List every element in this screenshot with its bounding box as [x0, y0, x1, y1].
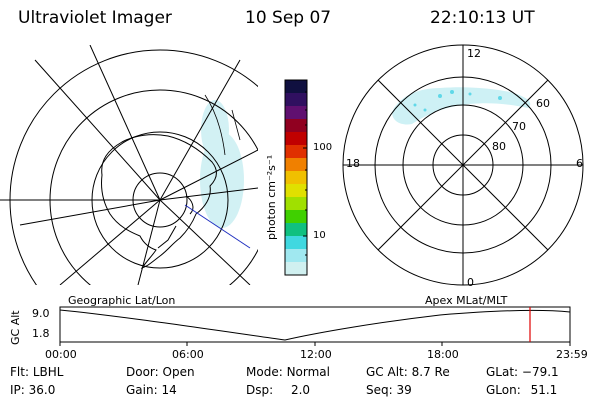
colorbar-band — [285, 223, 307, 237]
colorbar-band — [285, 158, 307, 172]
mlt-label-6: 6 — [576, 157, 583, 170]
colorbar-band — [285, 106, 307, 120]
lat-label-70: 70 — [512, 120, 526, 133]
mlt-label-0: 0 — [467, 276, 474, 289]
dsp-value: 2.0 — [290, 383, 311, 397]
date-label: 10 Sep 07 — [245, 8, 332, 28]
ip-key: IP: — [10, 383, 25, 397]
geographic-map — [0, 45, 258, 285]
lat-label-80: 80 — [492, 140, 506, 153]
gain-key: Gain: — [126, 383, 158, 397]
orbit-altitude-plot — [59, 306, 571, 346]
continent-outline — [101, 134, 217, 269]
colorbar-band — [285, 119, 307, 133]
mode-key: Mode: — [246, 365, 283, 379]
flt-value: LBHL — [32, 365, 64, 379]
x-tick-0600: 06:00 — [172, 348, 204, 361]
x-tick-1800: 18:00 — [427, 348, 459, 361]
x-tick-1200: 12:00 — [300, 348, 332, 361]
colorbar-band — [285, 236, 307, 250]
colorbar-band — [285, 262, 307, 276]
colorbar-band — [285, 145, 307, 159]
gcalt-key: GC Alt: — [366, 365, 408, 379]
colorbar-band — [285, 80, 307, 94]
colorbar-tick-100: 100 — [313, 142, 333, 153]
colorbar-unit-label: photon cm⁻²s⁻¹ — [265, 154, 278, 240]
mlt-label-12: 12 — [467, 47, 481, 60]
geographic-coords-label: Geographic Lat/Lon — [68, 294, 176, 307]
colorbar-band — [285, 93, 307, 107]
altitude-curve — [59, 309, 571, 341]
magnetic-polar-map — [342, 44, 584, 286]
seq-value: 39 — [396, 383, 412, 397]
colorbar-band — [285, 197, 307, 211]
mlt-label-18: 18 — [346, 157, 360, 170]
glat-value: −79.1 — [521, 365, 559, 379]
mode-value: Normal — [286, 365, 330, 379]
seq-key: Seq: — [366, 383, 393, 397]
time-label: 22:10:13 UT — [430, 8, 535, 28]
glon-value: 51.1 — [530, 383, 558, 397]
color-scale-bar — [285, 80, 307, 276]
gcalt-value: 8.7 Re — [411, 365, 450, 379]
x-tick-0000: 00:00 — [45, 348, 77, 361]
dsp-key: Dsp: — [246, 383, 274, 397]
glon-key: GLon: — [486, 383, 521, 397]
flt-key: Flt: — [10, 365, 29, 379]
y-tick-9: 9.0 — [32, 307, 50, 320]
colorbar-band — [285, 132, 307, 146]
ip-value: 36.0 — [28, 383, 56, 397]
x-tick-2359: 23:59 — [556, 348, 588, 361]
y-tick-1-8: 1.8 — [32, 327, 50, 340]
colorbar-band — [285, 184, 307, 198]
door-key: Door: — [126, 365, 159, 379]
apex-coords-label: Apex MLat/MLT — [425, 294, 508, 307]
aurora-emission-right — [392, 87, 531, 125]
colorbar-band — [285, 171, 307, 185]
lat-label-60: 60 — [536, 97, 550, 110]
colorbar-band — [285, 210, 307, 224]
gain-value: 14 — [161, 383, 177, 397]
colorbar-tick-10: 10 — [313, 230, 326, 241]
door-value: Open — [162, 365, 195, 379]
terminator-line — [184, 204, 251, 249]
colorbar-band — [285, 249, 307, 263]
glat-key: GLat: — [486, 365, 519, 379]
instrument-title: Ultraviolet Imager — [18, 8, 172, 28]
timeline-axis-title: GC Alt — [9, 310, 22, 345]
